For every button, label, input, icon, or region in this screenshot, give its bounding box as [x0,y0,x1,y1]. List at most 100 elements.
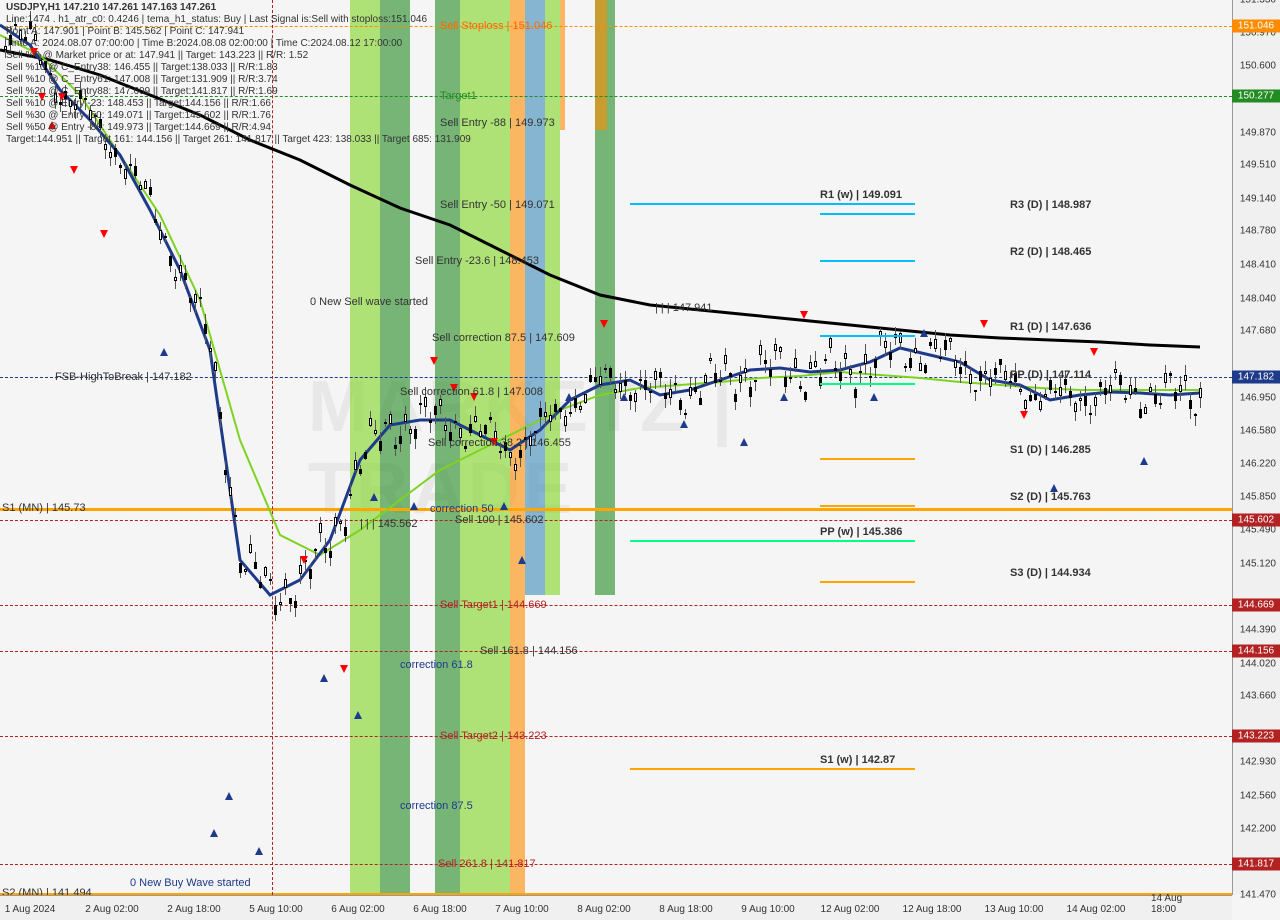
y-price-marker: 151.046 [1232,19,1280,32]
x-axis: 1 Aug 2024 2 Aug 02:00 2 Aug 18:00 5 Aug 10… [0,895,1232,920]
chart-label: Sell 161.8 | 144.156 [480,645,578,657]
x-tick: 2 Aug 02:00 [85,904,138,915]
y-tick: 147.680 [1240,326,1276,337]
y-price-marker: 150.277 [1232,89,1280,102]
pivot-label: R1 (w) | 149.091 [820,189,902,201]
pivot-line [630,540,915,542]
vertical-band [560,0,565,130]
y-price-marker: 141.817 [1232,857,1280,870]
down-arrow-icon [340,665,348,673]
chart-info-block: USDJPY,H1 147.210 147.261 147.163 147.26… [6,2,471,145]
pivot-line [820,213,915,215]
vertical-band [595,0,607,130]
chart-label: correction 87.5 [400,800,473,812]
chart-label: | | | 145.562 [360,518,418,530]
down-arrow-icon [800,311,808,319]
y-tick: 143.660 [1240,691,1276,702]
up-arrow-icon [1140,457,1148,465]
down-arrow-icon [300,556,308,564]
y-tick: 151.330 [1240,0,1276,6]
pivot-line [820,260,915,262]
pivot-label: S1 (w) | 142.87 [820,754,895,766]
up-arrow-icon [210,829,218,837]
horizontal-level-line [0,520,1232,521]
up-arrow-icon [255,847,263,855]
vertical-band [545,0,560,595]
x-tick: 8 Aug 18:00 [659,904,712,915]
info-line: Point A: 147.901 | Point B: 145.562 | Po… [6,26,471,37]
chart-label: S1 (MN) | 145.73 [2,502,86,514]
info-line: Sell %10 @ Entry -23: 148.453 || Target:… [6,98,471,109]
info-line: Target:144.951 || Target 161: 144.156 ||… [6,134,471,145]
up-arrow-icon [320,674,328,682]
x-tick: 12 Aug 02:00 [821,904,880,915]
info-line: Sell %10 @ C_Entry38: 146.455 || Target:… [6,62,471,73]
up-arrow-icon [740,438,748,446]
y-axis: 151.330150.970150.600150.240149.870149.5… [1232,0,1280,895]
x-tick: 1 Aug 2024 [5,904,56,915]
chart-label: FSB-HighToBreak | 147.182 [55,371,192,383]
horizontal-level-line [0,736,1232,737]
chart-label: Sell correction 38.2 | 146.455 [428,437,571,449]
x-tick: 14 Aug 18:00 [1151,893,1205,915]
pivot-label: R2 (D) | 148.465 [1010,246,1091,258]
chart-label: | | | 147.941 [655,302,713,314]
chart-area[interactable]: MARKETZ | TRADE R1 (w) | 149.091R3 (D) |… [0,0,1232,895]
pivot-line [820,335,915,337]
info-line: Time A: 2024.08.07 07:00:00 | Time B:202… [6,38,471,49]
y-tick: 150.600 [1240,61,1276,72]
up-arrow-icon [920,329,928,337]
x-tick: 12 Aug 18:00 [903,904,962,915]
pivot-line [820,505,915,507]
pivot-label: PP (w) | 145.386 [820,526,902,538]
horizontal-level-line [0,508,1232,511]
info-line: Sell %10 @ C_Entry61: 147.008 || Target:… [6,74,471,85]
x-tick: 5 Aug 10:00 [249,904,302,915]
chart-label: Sell correction 87.5 | 147.609 [432,332,575,344]
horizontal-level-line [0,605,1232,606]
pivot-line [820,581,915,583]
chart-label: Sell Entry -23.6 | 148.453 [415,255,539,267]
up-arrow-icon [410,502,418,510]
up-arrow-icon [680,420,688,428]
y-tick: 149.140 [1240,193,1276,204]
pivot-label: S3 (D) | 144.934 [1010,567,1091,579]
down-arrow-icon [70,166,78,174]
y-tick: 141.470 [1240,890,1276,901]
x-tick: 14 Aug 02:00 [1067,904,1126,915]
pivot-label: PP (D) | 147.114 [1010,369,1091,381]
x-tick: 13 Aug 10:00 [985,904,1044,915]
y-price-marker: 145.602 [1232,513,1280,526]
y-price-marker: 144.669 [1232,598,1280,611]
x-tick: 8 Aug 02:00 [577,904,630,915]
pivot-label: R1 (D) | 147.636 [1010,321,1091,333]
y-price-marker: 144.156 [1232,645,1280,658]
info-line: Line:1474 . h1_atr_c0: 0.4246 | tema_h1_… [6,14,471,25]
down-arrow-icon [100,230,108,238]
y-tick: 149.510 [1240,160,1276,171]
up-arrow-icon [620,393,628,401]
y-tick: 146.950 [1240,392,1276,403]
chart-label: Sell correction 61.8 | 147.008 [400,386,543,398]
up-arrow-icon [518,556,526,564]
y-tick: 146.220 [1240,458,1276,469]
y-tick: 148.040 [1240,293,1276,304]
chart-label: 0 New Sell wave started [310,296,428,308]
down-arrow-icon [430,357,438,365]
info-line: Sell %50 @ Entry -88: 149.973 || Target:… [6,122,471,133]
x-tick: 2 Aug 18:00 [167,904,220,915]
pivot-label: S1 (D) | 146.285 [1010,444,1091,456]
chart-label: Sell 261.8 | 141.817 [438,858,536,870]
down-arrow-icon [980,320,988,328]
down-arrow-icon [1020,411,1028,419]
chart-label: Sell Target1 | 144.669 [440,599,547,611]
up-arrow-icon [225,792,233,800]
x-tick: 9 Aug 10:00 [741,904,794,915]
x-tick: 6 Aug 18:00 [413,904,466,915]
y-tick: 145.850 [1240,492,1276,503]
y-tick: 145.120 [1240,558,1276,569]
info-line: Sell %20 @ C_Entry88: 147.609 || Target:… [6,86,471,97]
up-arrow-icon [870,393,878,401]
vertical-band [525,0,545,595]
up-arrow-icon [354,711,362,719]
